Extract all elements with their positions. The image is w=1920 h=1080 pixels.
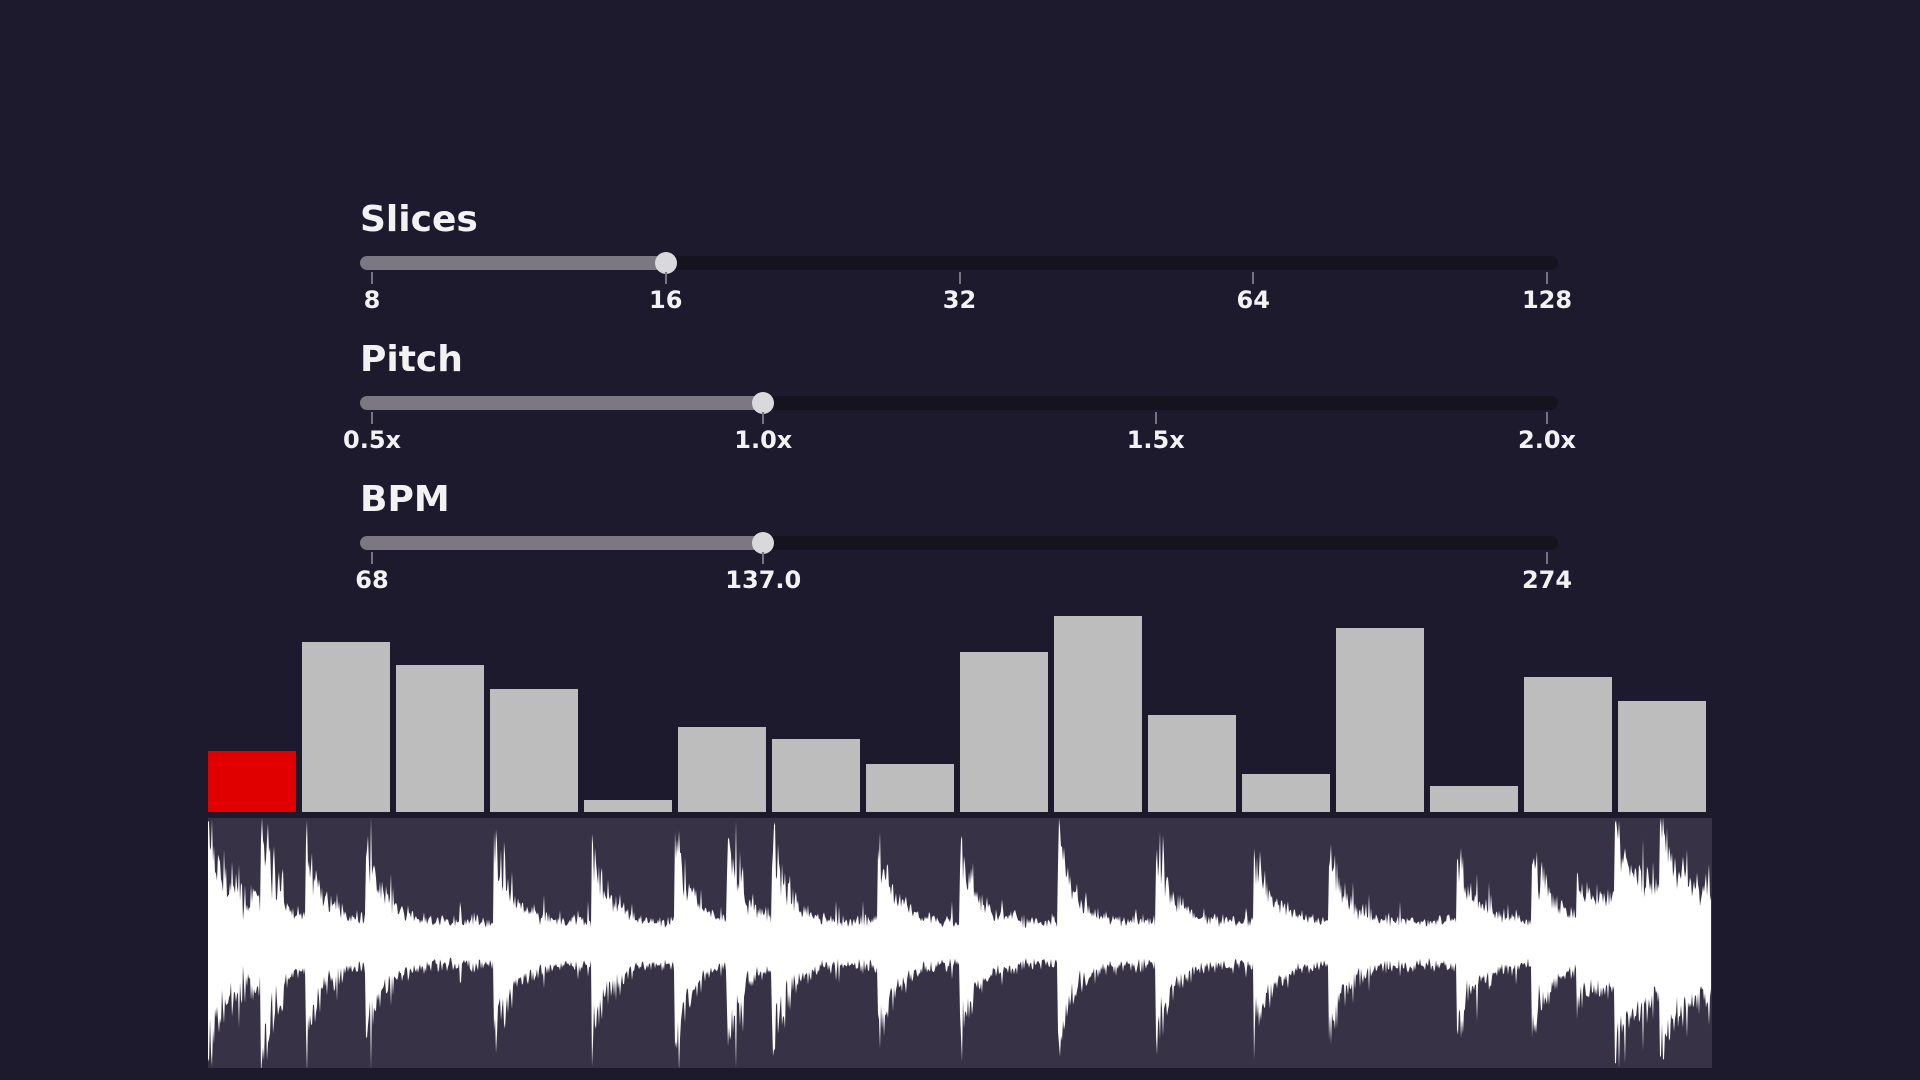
tick-mark [1154, 412, 1157, 424]
slider-knob[interactable] [752, 532, 775, 554]
tick-label: 137.0 [725, 566, 802, 594]
tick-label: 128 [1521, 286, 1573, 314]
tick-mark [762, 412, 765, 424]
slider-track[interactable] [360, 532, 1558, 554]
tick-label: 32 [942, 286, 977, 314]
slider-knob[interactable] [654, 252, 677, 274]
tick-mark [762, 552, 765, 564]
tick-label: 68 [355, 566, 389, 594]
slider-title: BPM [360, 479, 450, 520]
slice-bar[interactable] [866, 764, 954, 812]
slider-fill [360, 396, 764, 410]
tick-mark [371, 272, 373, 284]
slice-bar[interactable] [302, 641, 390, 812]
slider-fill [360, 536, 764, 550]
tick-mark [958, 272, 961, 284]
slice-bar[interactable] [1336, 627, 1424, 812]
slice-bars [208, 600, 1712, 812]
tick-label: 2.0x [1518, 426, 1576, 454]
tick-label: 8 [363, 286, 381, 314]
slice-bar[interactable] [772, 738, 860, 812]
tick-label: 0.5x [343, 426, 401, 454]
tick-label: 1.0x [734, 426, 793, 454]
tick-label: 1.5x [1126, 426, 1185, 454]
waveform-path [208, 818, 1711, 1068]
slider-knob[interactable] [752, 392, 775, 414]
slice-bar[interactable] [678, 726, 766, 812]
tick-mark [1546, 272, 1548, 284]
tick-label: 64 [1236, 286, 1270, 314]
slice-bar[interactable] [1148, 714, 1236, 812]
slice-bar[interactable] [1618, 701, 1706, 812]
waveform-panel [208, 818, 1712, 1068]
slice-bar[interactable] [396, 665, 484, 812]
slider-fill [360, 256, 666, 270]
slice-bar[interactable] [1242, 774, 1330, 812]
waveform [208, 818, 1711, 1068]
slice-bar[interactable] [960, 651, 1048, 812]
tick-label: 16 [649, 286, 683, 314]
slice-bar[interactable] [490, 689, 578, 812]
tick-mark [371, 552, 373, 564]
tick-mark [371, 412, 373, 424]
tick-mark [1252, 272, 1255, 284]
slider-pitch: Pitch 0.5x 1.0x 1.5x 2.0x [343, 339, 1576, 455]
slider-track[interactable] [360, 392, 1558, 414]
tick-label: 274 [1521, 566, 1573, 594]
slice-bar[interactable] [1054, 615, 1142, 812]
slider-slices: Slices 8 16 32 64 128 [360, 199, 1572, 314]
tick-mark [1546, 552, 1548, 564]
slice-bar[interactable] [1430, 786, 1518, 812]
slice-bar-active[interactable] [208, 750, 296, 812]
tick-mark [664, 272, 667, 284]
slice-bar[interactable] [584, 800, 672, 812]
slider-title: Pitch [360, 339, 463, 380]
slider-title: Slices [360, 199, 478, 240]
slice-bar[interactable] [1524, 677, 1612, 812]
tick-mark [1546, 412, 1548, 424]
slider-track[interactable] [360, 252, 1558, 274]
slider-bpm: BPM 68 137.0 274 [355, 479, 1572, 595]
